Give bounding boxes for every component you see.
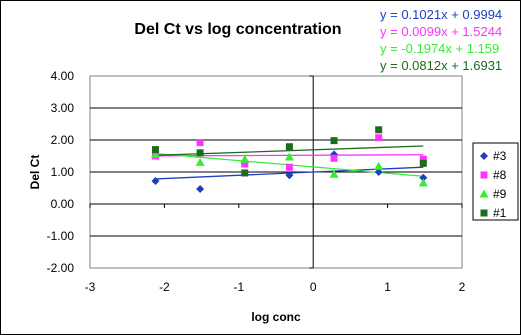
x-tick-label: 2	[459, 280, 466, 294]
data-point	[196, 139, 204, 147]
data-point	[330, 137, 338, 145]
data-point	[151, 176, 160, 185]
data-point	[374, 168, 383, 176]
data-point	[418, 178, 428, 187]
legend-label: #8	[493, 168, 507, 182]
x-axis-label: log conc	[251, 310, 301, 324]
equation-series-9: y = -0.1974x + 1.159	[380, 41, 499, 56]
data-point	[419, 155, 427, 163]
y-tick-label: 2.00	[51, 133, 75, 147]
legend-label: #1	[493, 206, 507, 220]
x-tick-label: 0	[310, 280, 317, 294]
data-point	[195, 157, 205, 166]
data-points	[150, 126, 428, 193]
equation-series-3: y = 0.1021x + 0.9994	[380, 7, 502, 22]
data-point	[374, 161, 384, 170]
y-tick-label: -1.00	[47, 229, 75, 243]
data-point	[419, 159, 427, 167]
data-point	[285, 163, 293, 171]
y-tick-label: 4.00	[51, 69, 75, 83]
data-point	[329, 169, 339, 178]
legend-marker	[480, 171, 488, 179]
data-point	[330, 154, 338, 162]
y-tick-labels: -2.00 -1.00 0.00 1.00 2.00 3.00 4.00	[47, 69, 75, 275]
x-tick-label: -3	[85, 280, 96, 294]
data-point	[241, 160, 249, 168]
equation-series-8: y = 0.0099x + 1.5244	[380, 24, 502, 39]
data-point	[196, 184, 205, 193]
y-tick-label: 0.00	[51, 197, 75, 211]
y-axis-label: Del Ct	[28, 155, 42, 190]
x-tick-label: -2	[159, 280, 170, 294]
x-tick-label: 1	[384, 280, 391, 294]
chart-title: Del Ct vs log concentration	[134, 21, 341, 38]
data-point	[285, 143, 293, 151]
legend-marker	[480, 209, 488, 217]
legend: #3 #8 #9 #1	[472, 142, 519, 221]
data-point	[375, 126, 383, 134]
data-point	[285, 171, 294, 180]
legend-marker	[480, 152, 488, 160]
y-tick-label: -2.00	[47, 261, 75, 275]
x-tick-label: -1	[233, 280, 244, 294]
data-point	[419, 173, 428, 182]
x-tick-labels: -3 -2 -1 0 1 2	[85, 280, 466, 294]
y-tick-label: 3.00	[51, 101, 75, 115]
legend-label: #3	[493, 149, 507, 163]
data-point	[241, 169, 249, 177]
y-tick-label: 1.00	[51, 165, 75, 179]
data-point	[150, 149, 160, 158]
equation-series-1: y = 0.0812x + 1.6931	[380, 58, 502, 73]
legend-marker	[479, 189, 489, 198]
legend-label: #9	[493, 187, 507, 201]
data-point	[240, 154, 250, 163]
data-point	[151, 146, 159, 154]
data-point	[196, 149, 204, 157]
data-point	[284, 152, 294, 161]
trendline-equations: y = 0.1021x + 0.9994 y = 0.0099x + 1.524…	[380, 7, 502, 73]
data-point	[375, 134, 383, 142]
